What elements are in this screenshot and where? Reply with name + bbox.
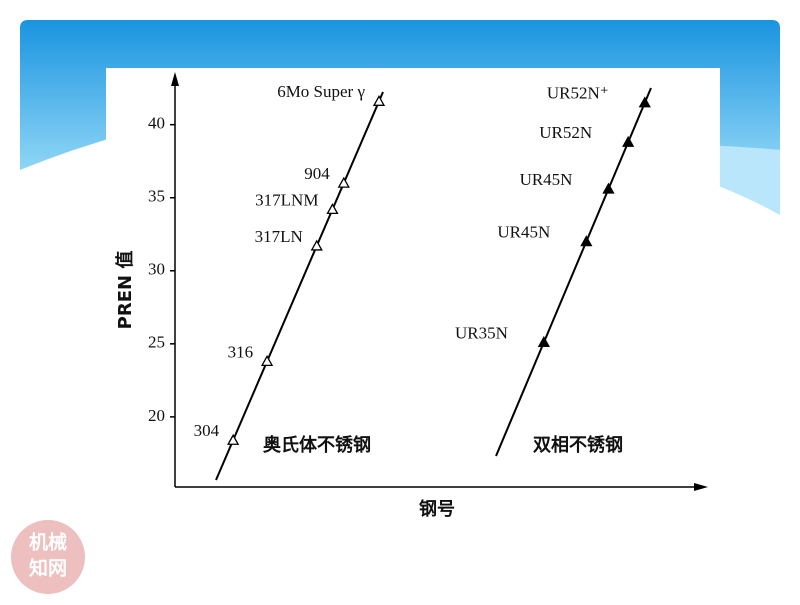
point <box>622 135 635 147</box>
point-label: UR35N <box>455 323 508 342</box>
x-axis-arrow <box>694 483 708 491</box>
watermark: 知网 <box>29 557 67 580</box>
point <box>537 336 550 348</box>
point-label: 904 <box>304 164 330 183</box>
point-label: UR45N <box>497 222 550 241</box>
point <box>372 94 386 106</box>
point-label: UR52N <box>539 123 592 142</box>
point-label: 316 <box>228 342 254 361</box>
trend-line <box>215 91 384 481</box>
point-label: 6Mo Super γ <box>277 82 365 101</box>
point-label: 317LN <box>255 227 303 246</box>
header-wave <box>560 144 780 215</box>
chart-panel <box>106 68 720 528</box>
point <box>326 203 339 215</box>
y-axis-arrow <box>171 72 179 86</box>
trend-line <box>495 87 652 457</box>
x-axis-title: 钢号 <box>419 498 455 520</box>
group-label: 奥氏体不锈钢 <box>263 434 371 456</box>
point-label: 317LNM <box>255 190 318 209</box>
group-label: 双相不锈钢 <box>533 434 623 456</box>
y-tick-label: 35 <box>148 187 165 206</box>
y-tick-label: 40 <box>148 114 165 133</box>
y-tick-label: 30 <box>148 260 165 279</box>
watermark: 机械 <box>29 531 67 554</box>
y-tick-label: 20 <box>148 406 165 425</box>
point <box>310 239 323 251</box>
y-axis-title: PREN 值 <box>114 251 136 330</box>
point <box>602 182 615 194</box>
y-tick-label: 25 <box>148 333 165 352</box>
point-label: 304 <box>194 421 220 440</box>
watermark-badge <box>11 520 85 594</box>
point <box>337 176 350 188</box>
point <box>638 96 651 108</box>
point <box>580 235 593 247</box>
point-label: UR45N <box>520 170 573 189</box>
point-label: UR52N⁺ <box>547 84 609 103</box>
point <box>260 355 274 367</box>
plot: PREN 值 钢号 20 25 30 35 40 304 316 317LN 317LNM 904… <box>114 72 708 520</box>
point <box>227 433 240 445</box>
